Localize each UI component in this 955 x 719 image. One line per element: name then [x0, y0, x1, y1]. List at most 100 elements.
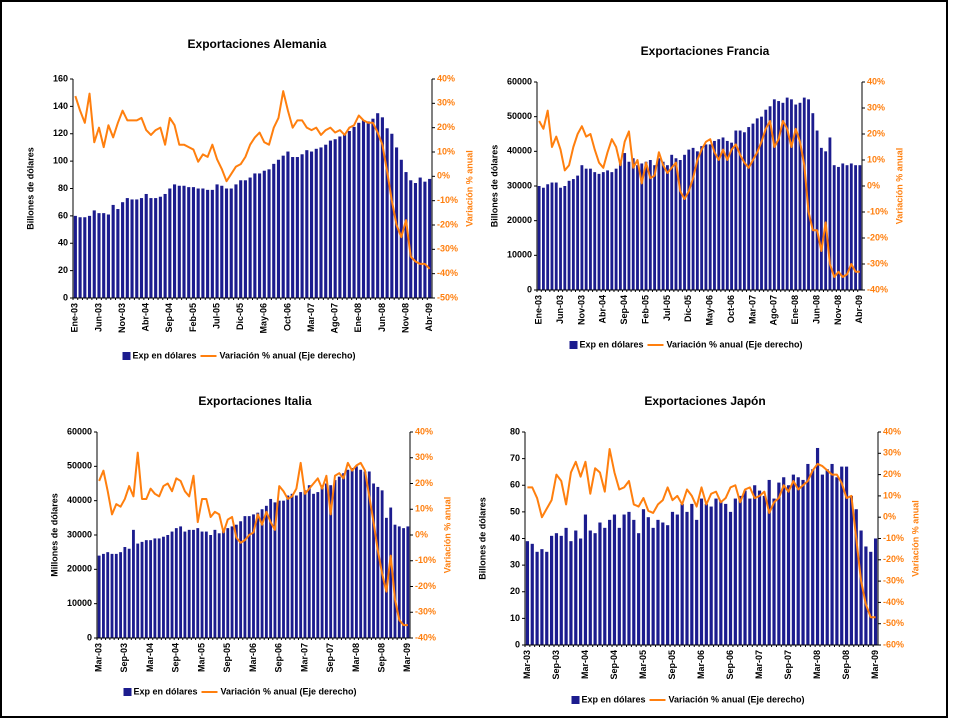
y2-tick-label: 0% — [867, 180, 880, 190]
bar — [258, 173, 262, 298]
bar — [123, 547, 127, 638]
bar — [354, 466, 358, 638]
x-tick-label: Ene-03 — [70, 303, 80, 333]
y-tick-label: 0 — [63, 292, 68, 302]
bar — [825, 469, 829, 645]
bar — [376, 486, 380, 638]
bar — [125, 198, 129, 298]
bar — [114, 553, 118, 638]
y-tick-label: 30000 — [67, 529, 92, 539]
bar — [256, 512, 260, 638]
y2-tick-label: 20% — [415, 478, 433, 488]
bar — [644, 161, 648, 290]
y2-tick-label: 40% — [437, 73, 455, 83]
y2-tick-label: 20% — [867, 128, 885, 138]
bar — [393, 524, 397, 638]
x-tick-label: Mar-09 — [870, 650, 880, 679]
bar — [210, 189, 214, 298]
bar — [174, 528, 178, 638]
y2-tick-label: -10% — [867, 206, 888, 216]
x-tick-label: Mar-06 — [248, 643, 258, 672]
bar — [102, 553, 105, 638]
bar — [192, 529, 195, 638]
bar — [191, 187, 196, 298]
bar — [801, 479, 805, 645]
y2-tick-label: 0% — [437, 171, 450, 181]
y2-axis-title: Variación % anual — [910, 500, 920, 577]
bar — [309, 151, 314, 298]
x-tick-label: Ago-07 — [330, 303, 340, 334]
bar — [849, 495, 853, 645]
bar — [811, 113, 815, 290]
bar — [785, 97, 789, 290]
x-tick-label: May-06 — [259, 303, 269, 334]
x-tick-label: Mar-08 — [812, 650, 822, 679]
legend-label: Exp en dólares — [134, 686, 198, 696]
bar — [187, 187, 191, 298]
y-tick-label: 60000 — [67, 426, 92, 436]
bar — [593, 533, 597, 645]
bar — [213, 529, 217, 638]
bar — [385, 517, 388, 638]
bar — [755, 118, 759, 291]
x-tick-label: Mar-05 — [638, 650, 648, 679]
bar — [409, 180, 413, 298]
chart-title: Exportaciones Japón — [644, 394, 765, 408]
y-tick-label: 40000 — [507, 146, 532, 156]
y-tick-label: 20000 — [507, 215, 532, 225]
bar — [222, 529, 225, 638]
bar — [764, 109, 768, 290]
bar — [873, 538, 878, 645]
y2-tick-label: -30% — [883, 575, 904, 585]
y2-tick-label: -40% — [415, 632, 436, 642]
bar — [653, 165, 657, 290]
bar — [352, 126, 356, 298]
bar — [312, 493, 315, 638]
y-tick-label: 40000 — [67, 495, 92, 505]
bar — [418, 177, 422, 298]
y2-tick-label: -10% — [415, 555, 436, 565]
y-tick-label: 80 — [510, 426, 520, 436]
line — [527, 448, 876, 619]
bar — [385, 128, 389, 298]
bar — [110, 553, 114, 638]
bar — [234, 184, 238, 298]
y-axis-title: Millones de dólares — [49, 493, 59, 577]
bar — [144, 193, 148, 298]
y-tick-label: 100 — [53, 156, 68, 166]
bar — [854, 509, 858, 645]
bar — [264, 505, 268, 638]
x-tick-label: Sep-06 — [725, 650, 735, 680]
bar — [617, 527, 621, 645]
y2-tick-label: -40% — [867, 284, 888, 294]
bar — [413, 183, 418, 298]
y2-tick-label: -40% — [437, 268, 458, 278]
bar — [588, 530, 592, 645]
bar — [777, 101, 781, 290]
bar — [338, 136, 342, 298]
bar — [248, 177, 252, 298]
legend-label: Exp en dólares — [580, 339, 644, 349]
bar — [357, 122, 361, 298]
bar — [806, 463, 810, 645]
bar — [606, 170, 609, 290]
bar — [350, 468, 354, 638]
bar — [253, 173, 257, 298]
bar — [730, 142, 733, 290]
bar — [796, 477, 800, 645]
bar — [239, 521, 243, 638]
bar — [119, 552, 122, 638]
bar — [324, 144, 328, 298]
y2-tick-label: -30% — [437, 244, 458, 254]
bar — [276, 159, 281, 298]
x-tick-label: Sep-06 — [274, 643, 284, 673]
y-tick-label: 10 — [510, 613, 520, 623]
bar — [772, 99, 776, 290]
bar — [343, 133, 347, 298]
bar — [363, 471, 367, 638]
y-tick-label: 70 — [510, 453, 520, 463]
bar — [347, 131, 351, 298]
bar — [687, 149, 691, 290]
bar — [742, 132, 746, 290]
